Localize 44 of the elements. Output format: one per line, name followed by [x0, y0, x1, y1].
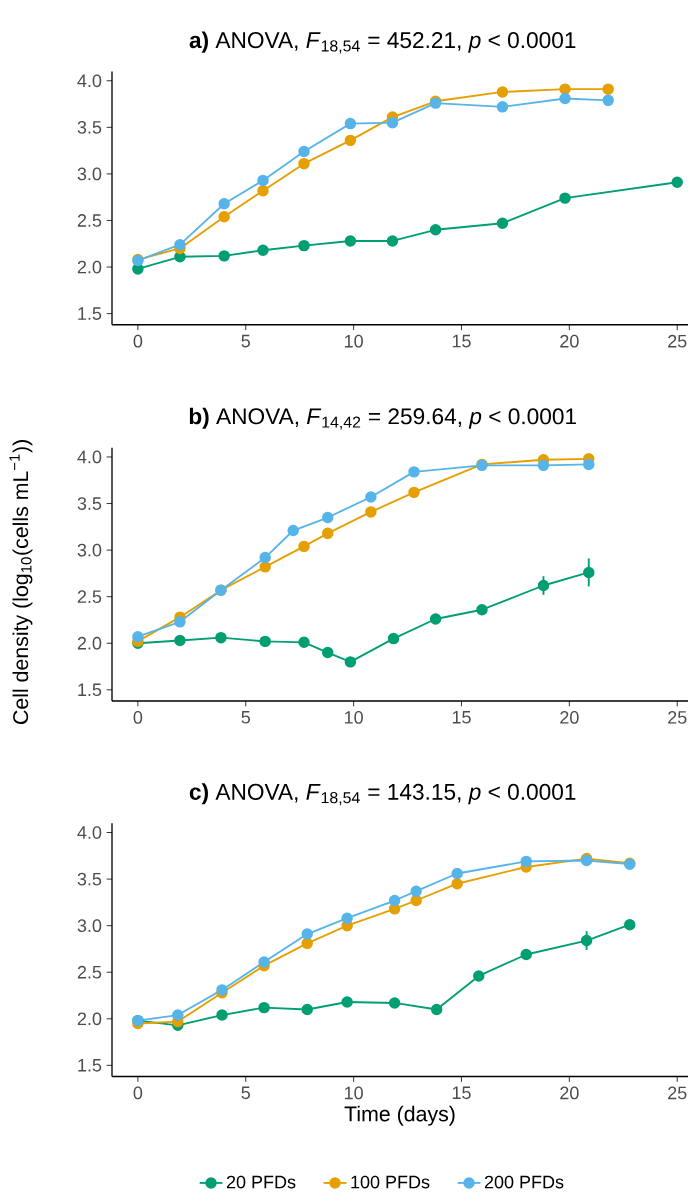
chart-title: b) ANOVA, F$_{14,42}$ = 259.64, p < 0.0001: [189, 407, 576, 430]
legend-label: 20 PFDs: [226, 1175, 296, 1189]
y-tick-label: 4.0: [77, 450, 102, 464]
y-tick-label: 3.5: [77, 120, 102, 134]
y-tick-label: 3.5: [77, 497, 102, 510]
x-tick-label: 10: [344, 711, 363, 724]
y-tick-label: 2.5: [77, 965, 102, 979]
y-tick-label: 2.5: [77, 214, 102, 227]
x-tick-label: 5: [241, 711, 251, 724]
x-tick-label: 25: [668, 1086, 687, 1100]
x-tick-label: 5: [241, 334, 251, 348]
x-axis-title: Time (days): [344, 1105, 455, 1126]
legend-label: 200 PFDs: [484, 1175, 564, 1189]
x-tick-label: 25: [668, 711, 687, 724]
y-tick-label: 4.0: [77, 74, 102, 88]
x-tick-label: 20: [560, 1086, 579, 1100]
x-tick-label: 15: [452, 1086, 471, 1100]
y-tick-label: 3.0: [77, 919, 102, 933]
y-tick-label: 4.0: [77, 826, 102, 839]
y-tick-label: 3.0: [77, 543, 102, 557]
x-tick-label: 15: [452, 334, 471, 348]
y-tick-label: 2.5: [77, 590, 102, 604]
y-tick-label: 1.5: [78, 1059, 102, 1072]
chart-title: c) ANOVA, F$_{18,54}$ = 143.15, p < 0.0001: [189, 783, 576, 806]
y-tick-label: 2.0: [77, 1012, 102, 1026]
x-tick-label: 10: [344, 1086, 363, 1100]
chart-title: a) ANOVA, F$_{18,54}$ = 452.21, p < 0.0001: [189, 31, 576, 54]
x-tick-label: 0: [133, 711, 143, 724]
x-tick-label: 20: [560, 711, 579, 724]
x-tick-label: 25: [668, 334, 687, 348]
x-tick-label: 0: [133, 1086, 143, 1100]
y-tick-label: 2.0: [77, 636, 102, 650]
legend-label: 100 PFDs: [351, 1175, 430, 1189]
x-tick-label: 0: [133, 334, 143, 348]
y-tick-label: 2.0: [77, 260, 102, 274]
x-tick-label: 5: [241, 1086, 251, 1100]
y-tick-label: 3.5: [77, 872, 102, 886]
x-tick-label: 10: [344, 334, 363, 348]
y-tick-label: 3.0: [77, 167, 102, 181]
x-tick-label: 20: [560, 334, 579, 348]
y-axis-title: Cell density (log$_{10}$(cells mL$^{−1}$)): [9, 440, 33, 724]
y-tick-label: 1.5: [78, 683, 102, 697]
x-tick-label: 15: [452, 711, 471, 724]
y-tick-label: 1.5: [78, 307, 102, 320]
